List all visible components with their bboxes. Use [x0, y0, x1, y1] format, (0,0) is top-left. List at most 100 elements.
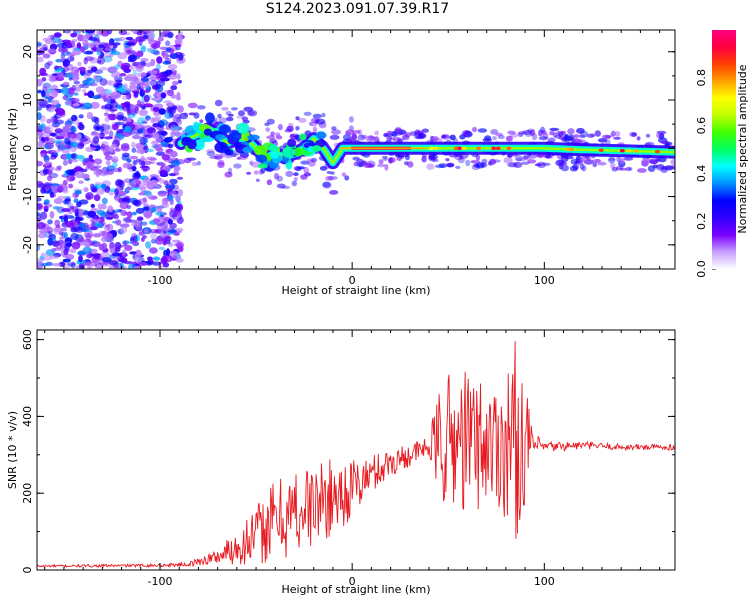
heat-speckle	[124, 122, 133, 127]
heat-speckle	[102, 257, 112, 263]
heat-speckle	[67, 73, 74, 79]
heat-speckle	[143, 94, 150, 103]
heat-speckle	[75, 154, 85, 159]
heat-halo	[421, 128, 429, 133]
heat-speckle	[53, 222, 58, 226]
ridge-blob	[247, 134, 260, 141]
heat-speckle	[78, 265, 84, 269]
heat-speckle	[137, 128, 144, 135]
heat-speckle	[126, 73, 136, 79]
heat-halo	[386, 136, 393, 141]
heat-speckle	[37, 261, 44, 269]
heat-halo	[449, 134, 456, 141]
heat-speckle	[72, 70, 79, 79]
heat-speckle	[44, 62, 51, 70]
heat-halo	[578, 134, 586, 139]
heat-speckle	[60, 131, 68, 136]
heat-speckle	[136, 251, 141, 256]
heat-speckle	[73, 166, 83, 173]
heat-halo	[645, 133, 651, 138]
heat-speckle	[104, 136, 113, 140]
heat-speckle	[78, 114, 84, 119]
heat-speckle	[82, 102, 93, 110]
heat-halo	[549, 127, 560, 132]
heat-speckle	[41, 77, 47, 82]
heat-halo	[592, 159, 602, 163]
heat-speckle	[117, 166, 122, 173]
heat-speckle	[54, 128, 63, 134]
heat-speckle	[37, 258, 45, 262]
heat-speckle	[178, 53, 184, 61]
heat-speckle	[78, 123, 85, 131]
heat-speckle	[112, 43, 118, 49]
heat-speckle	[139, 83, 150, 89]
heat-halo	[597, 161, 607, 166]
heat-speckle	[100, 183, 107, 189]
heat-speckle	[175, 132, 184, 137]
heat-speckle	[37, 182, 44, 188]
heat-speckle	[93, 69, 104, 75]
heat-speckle	[65, 120, 74, 125]
heat-speckle	[150, 179, 158, 187]
heat-speckle	[64, 262, 71, 269]
heat-speckle	[167, 229, 177, 234]
heat-halo	[284, 128, 293, 133]
heat-speckle	[93, 158, 103, 165]
panel-1-ytick-label: 400	[21, 406, 34, 427]
heat-speckle	[144, 134, 154, 138]
heat-speckle	[166, 89, 175, 97]
heat-speckle	[100, 251, 111, 259]
heat-speckle	[173, 167, 179, 175]
heat-speckle	[118, 36, 126, 42]
heat-speckle	[92, 41, 100, 46]
heat-speckle	[39, 211, 48, 220]
ridge-blob	[194, 139, 205, 151]
heat-halo	[660, 167, 668, 173]
ridge-hotspot	[428, 146, 434, 151]
panel-1-xlabel: Height of straight line (km)	[281, 583, 430, 596]
heat-speckle	[120, 145, 130, 152]
heat-speckle	[109, 247, 116, 254]
heat-speckle	[149, 174, 159, 179]
heat-halo	[610, 133, 614, 138]
ridge-hotspot	[626, 149, 632, 153]
heat-speckle	[48, 106, 55, 113]
heat-halo	[388, 157, 393, 164]
heat-halo	[613, 136, 621, 140]
heat-speckle	[38, 223, 44, 230]
heat-halo	[648, 158, 659, 165]
ridge-blob	[200, 136, 215, 142]
heat-speckle	[96, 52, 102, 56]
heat-halo	[576, 127, 585, 134]
heat-speckle	[126, 116, 132, 123]
ridge-hotspot	[565, 147, 571, 151]
heat-speckle	[71, 47, 77, 51]
heat-speckle	[85, 232, 92, 241]
heat-speckle	[83, 50, 94, 55]
heat-speckle	[170, 126, 181, 130]
heat-speckle	[144, 176, 151, 184]
heat-halo	[239, 154, 248, 161]
heat-speckle	[67, 158, 73, 165]
heat-speckle	[74, 208, 84, 212]
heat-speckle	[140, 237, 145, 242]
heat-speckle	[58, 236, 65, 240]
heat-halo	[217, 159, 225, 166]
heat-speckle	[37, 49, 42, 56]
heat-halo	[623, 157, 634, 161]
heat-speckle	[137, 261, 148, 266]
snr-line	[37, 341, 675, 569]
heat-speckle	[37, 244, 41, 251]
heat-speckle	[169, 53, 179, 59]
heat-halo	[239, 151, 249, 159]
heat-speckle	[37, 233, 47, 239]
heat-halo	[428, 154, 433, 161]
heat-speckle	[141, 72, 147, 77]
heat-halo	[224, 154, 233, 159]
heat-speckle	[62, 159, 68, 166]
panel-1-xtick-label: 100	[534, 575, 555, 588]
heat-halo	[492, 136, 497, 141]
heat-speckle	[81, 89, 87, 93]
heat-speckle	[69, 205, 74, 210]
heat-speckle	[91, 95, 101, 100]
